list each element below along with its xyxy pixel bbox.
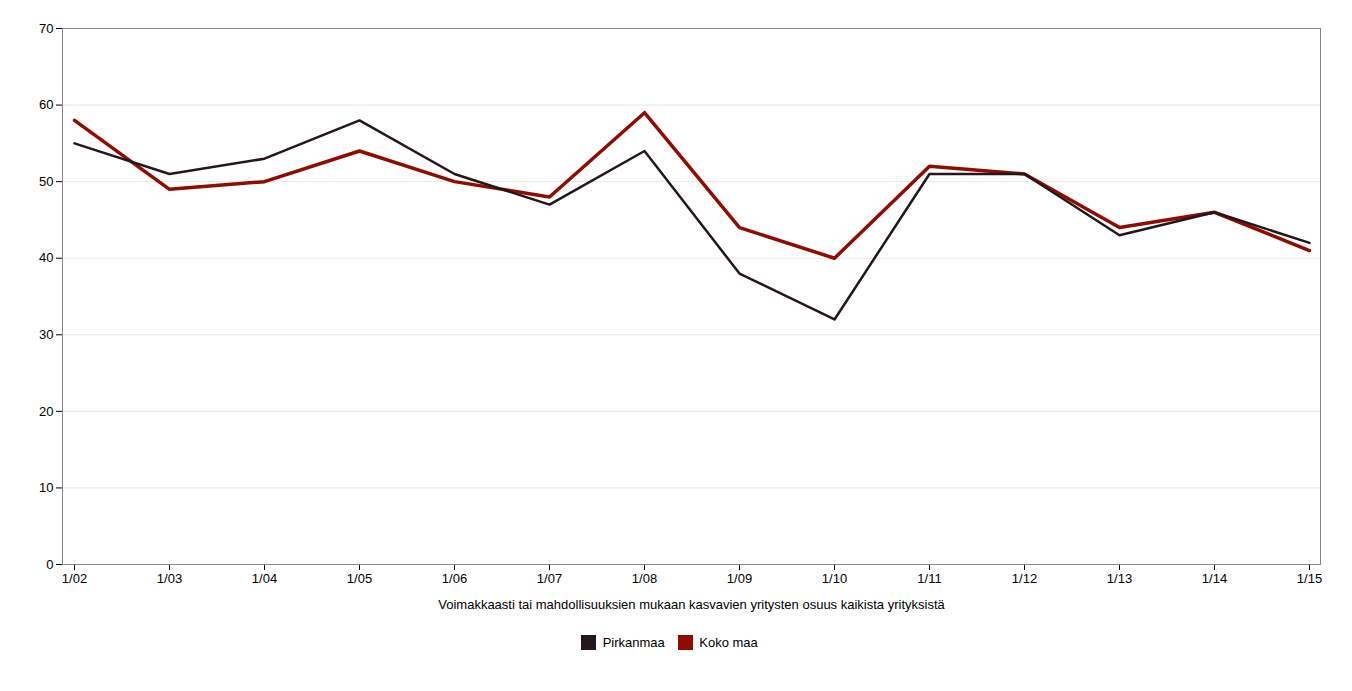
svg-text:1/12: 1/12 — [1012, 571, 1037, 586]
svg-text:Voimakkaasti tai mahdollisuuks: Voimakkaasti tai mahdollisuuksien mukaan… — [438, 597, 945, 612]
svg-text:1/11: 1/11 — [917, 571, 941, 586]
svg-text:1/07: 1/07 — [537, 571, 562, 586]
html-text:Pirkanmaa: Pirkanmaa — [602, 635, 665, 650]
svg-text:1/05: 1/05 — [347, 571, 372, 586]
svg-text:1/13: 1/13 — [1107, 571, 1132, 586]
svg-text:1/09: 1/09 — [727, 571, 752, 586]
svg-text:10: 10 — [39, 480, 53, 495]
svg-text:1/06: 1/06 — [442, 571, 467, 586]
html-text:Koko maa: Koko maa — [699, 635, 758, 650]
svg-text:20: 20 — [39, 404, 53, 419]
svg-text:1/15: 1/15 — [1297, 571, 1322, 586]
svg-text:60: 60 — [39, 97, 53, 112]
svg-text:1/08: 1/08 — [632, 571, 657, 586]
svg-text:1/02: 1/02 — [62, 571, 87, 586]
svg-text:1/04: 1/04 — [252, 571, 277, 586]
svg-text:1/03: 1/03 — [157, 571, 182, 586]
svg-text:30: 30 — [39, 327, 53, 342]
svg-text:1/14: 1/14 — [1202, 571, 1227, 586]
svg-text:0: 0 — [46, 557, 53, 572]
svg-text:40: 40 — [39, 250, 53, 265]
svg-text:50: 50 — [39, 174, 53, 189]
svg-text:70: 70 — [39, 21, 53, 36]
svg-text:1/10: 1/10 — [822, 571, 847, 586]
